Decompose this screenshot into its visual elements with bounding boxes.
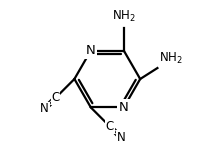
- Text: N: N: [40, 102, 49, 115]
- Text: N: N: [116, 131, 125, 144]
- Text: N: N: [86, 44, 96, 57]
- Text: C: C: [52, 91, 60, 104]
- Text: NH$_2$: NH$_2$: [112, 9, 136, 24]
- Text: C: C: [106, 120, 114, 133]
- Text: NH$_2$: NH$_2$: [159, 51, 183, 67]
- Text: N: N: [119, 101, 129, 114]
